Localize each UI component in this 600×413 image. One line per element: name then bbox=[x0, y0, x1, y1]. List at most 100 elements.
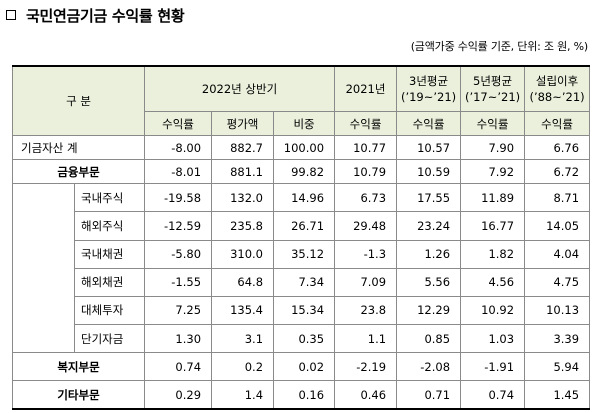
cell-return-since: 4.75 bbox=[524, 267, 591, 297]
header-3yr-avg: 3년평균 (’19~’21) bbox=[396, 65, 462, 113]
cell-return-3yr: 23.24 bbox=[396, 211, 462, 241]
cell-return-3yr: 10.57 bbox=[396, 135, 462, 161]
header-weight: 비중 bbox=[273, 111, 336, 137]
cell-return-since: 1.45 bbox=[524, 380, 591, 411]
cell-weight: 100.00 bbox=[273, 135, 336, 161]
cell-return-since: 3.39 bbox=[524, 323, 591, 354]
cell-return-5yr: 10.92 bbox=[460, 295, 526, 325]
table-row: 기타부문 0.29 1.4 0.16 0.46 0.71 0.74 1.45 bbox=[11, 380, 591, 411]
header-return-5yr: 수익률 bbox=[460, 111, 526, 137]
cell-return-3yr: -2.08 bbox=[396, 352, 462, 382]
cell-valuation: 881.1 bbox=[211, 159, 275, 185]
cell-weight: 14.96 bbox=[273, 183, 336, 213]
cell-return-since: 8.71 bbox=[524, 183, 591, 213]
indent-spacer bbox=[12, 183, 75, 212]
cell-weight: 35.12 bbox=[273, 239, 336, 269]
header-5yr-avg: 5년평균 (’17~’21) bbox=[460, 65, 526, 113]
cell-return-3yr: 17.55 bbox=[396, 183, 462, 213]
cell-return-3yr: 0.85 bbox=[396, 323, 462, 354]
cell-return-since: 10.13 bbox=[524, 295, 591, 325]
return-table: 구 분 2022년 상반기 2021년 3년평균 (’19~’21) 5년평균 … bbox=[11, 65, 591, 411]
cell-return-2022: 0.29 bbox=[144, 380, 213, 411]
row-label: 해외주식 bbox=[73, 211, 146, 241]
cell-weight: 99.82 bbox=[273, 159, 336, 185]
checkbox-square-icon bbox=[6, 10, 16, 20]
cell-return-2022: -12.59 bbox=[144, 211, 213, 241]
row-label: 금융부문 bbox=[11, 159, 146, 185]
cell-return-5yr: -1.91 bbox=[460, 352, 526, 382]
cell-return-5yr: 16.77 bbox=[460, 211, 526, 241]
header-return-2022: 수익률 bbox=[144, 111, 213, 137]
cell-return-3yr: 1.26 bbox=[396, 239, 462, 269]
cell-weight: 0.16 bbox=[273, 380, 336, 411]
cell-return-2022: 1.30 bbox=[144, 323, 213, 354]
cell-return-5yr: 4.56 bbox=[460, 267, 526, 297]
cell-return-2021: 0.46 bbox=[334, 380, 398, 411]
unit-note: (금액가중 수익률 기준, 단위: 조 원, %) bbox=[410, 40, 588, 53]
indent-spacer bbox=[12, 296, 75, 325]
cell-valuation: 882.7 bbox=[211, 135, 275, 161]
cell-return-3yr: 12.29 bbox=[396, 295, 462, 325]
cell-return-2021: 10.79 bbox=[334, 159, 398, 185]
table-row: 대체투자 7.25 135.4 15.34 23.8 12.29 10.92 1… bbox=[12, 295, 591, 325]
header-row-1: 구 분 2022년 상반기 2021년 3년평균 (’19~’21) 5년평균 … bbox=[11, 65, 591, 137]
cell-return-2022: -19.58 bbox=[144, 183, 213, 213]
cell-return-3yr: 5.56 bbox=[396, 267, 462, 297]
indent-spacer bbox=[12, 324, 75, 354]
cell-return-2022: -8.01 bbox=[144, 159, 213, 185]
cell-weight: 0.35 bbox=[273, 323, 336, 354]
cell-return-since: 4.04 bbox=[524, 239, 591, 269]
indent-spacer bbox=[12, 268, 75, 297]
cell-return-2022: -5.80 bbox=[144, 239, 213, 269]
row-label: 기타부문 bbox=[11, 380, 146, 411]
cell-return-2021: 7.09 bbox=[334, 267, 398, 297]
cell-return-since: 6.72 bbox=[524, 159, 591, 185]
cell-valuation: 135.4 bbox=[211, 295, 275, 325]
table-row: 해외주식 -12.59 235.8 26.71 29.48 23.24 16.7… bbox=[12, 211, 591, 241]
cell-return-2021: 6.73 bbox=[334, 183, 398, 213]
cell-valuation: 64.8 bbox=[211, 267, 275, 297]
header-return-3yr: 수익률 bbox=[396, 111, 462, 137]
cell-return-since: 14.05 bbox=[524, 211, 591, 241]
table-row: 금융부문 -8.01 881.1 99.82 10.79 10.59 7.92 … bbox=[11, 159, 591, 185]
header-since-inception-line1: 설립이후 bbox=[535, 74, 579, 89]
cell-weight: 26.71 bbox=[273, 211, 336, 241]
cell-return-2021: 29.48 bbox=[334, 211, 398, 241]
cell-valuation: 3.1 bbox=[211, 323, 275, 354]
cell-return-3yr: 10.59 bbox=[396, 159, 462, 185]
table-row: 복지부문 0.74 0.2 0.02 -2.19 -2.08 -1.91 5.9… bbox=[11, 352, 591, 382]
header-category: 구 분 bbox=[11, 65, 146, 137]
cell-valuation: 1.4 bbox=[211, 380, 275, 411]
cell-return-5yr: 1.82 bbox=[460, 239, 526, 269]
indent-spacer bbox=[12, 211, 75, 241]
table-title-text: 국민연금기금 수익률 현황 bbox=[26, 6, 185, 25]
table-row: 단기자금 1.30 3.1 0.35 1.1 0.85 1.03 3.39 bbox=[12, 323, 591, 354]
table-row: 국내채권 -5.80 310.0 35.12 -1.3 1.26 1.82 4.… bbox=[12, 239, 591, 269]
table-row: 국내주식 -19.58 132.0 14.96 6.73 17.55 11.89… bbox=[12, 183, 591, 213]
row-label: 국내채권 bbox=[73, 239, 146, 269]
cell-return-2021: 10.77 bbox=[334, 135, 398, 161]
cell-return-2022: 7.25 bbox=[144, 295, 213, 325]
cell-return-5yr: 7.90 bbox=[460, 135, 526, 161]
header-5yr-avg-line1: 5년평균 bbox=[473, 74, 513, 89]
cell-return-2022: -1.55 bbox=[144, 267, 213, 297]
table-row: 해외채권 -1.55 64.8 7.34 7.09 5.56 4.56 4.75 bbox=[12, 267, 591, 297]
row-label: 복지부문 bbox=[11, 352, 146, 382]
header-row-2: 수익률 평가액 비중 수익률 수익률 수익률 수익률 bbox=[13, 111, 591, 137]
header-since-inception: 설립이후 (’88~’21) bbox=[524, 65, 591, 113]
cell-weight: 7.34 bbox=[273, 267, 336, 297]
cell-return-2022: -8.00 bbox=[144, 135, 213, 161]
table-title: 국민연금기금 수익률 현황 bbox=[6, 3, 185, 27]
cell-weight: 0.02 bbox=[273, 352, 336, 382]
cell-return-2022: 0.74 bbox=[144, 352, 213, 382]
header-3yr-avg-line1: 3년평균 bbox=[409, 74, 449, 89]
cell-valuation: 310.0 bbox=[211, 239, 275, 269]
indent-spacer bbox=[12, 240, 75, 269]
header-return-2021: 수익률 bbox=[334, 111, 398, 137]
cell-return-2021: -2.19 bbox=[334, 352, 398, 382]
cell-return-since: 5.94 bbox=[524, 352, 591, 382]
cell-return-2021: 23.8 bbox=[334, 295, 398, 325]
row-label: 단기자금 bbox=[73, 323, 146, 354]
header-return-since: 수익률 bbox=[524, 111, 591, 137]
row-label: 기금자산 계 bbox=[11, 135, 146, 161]
